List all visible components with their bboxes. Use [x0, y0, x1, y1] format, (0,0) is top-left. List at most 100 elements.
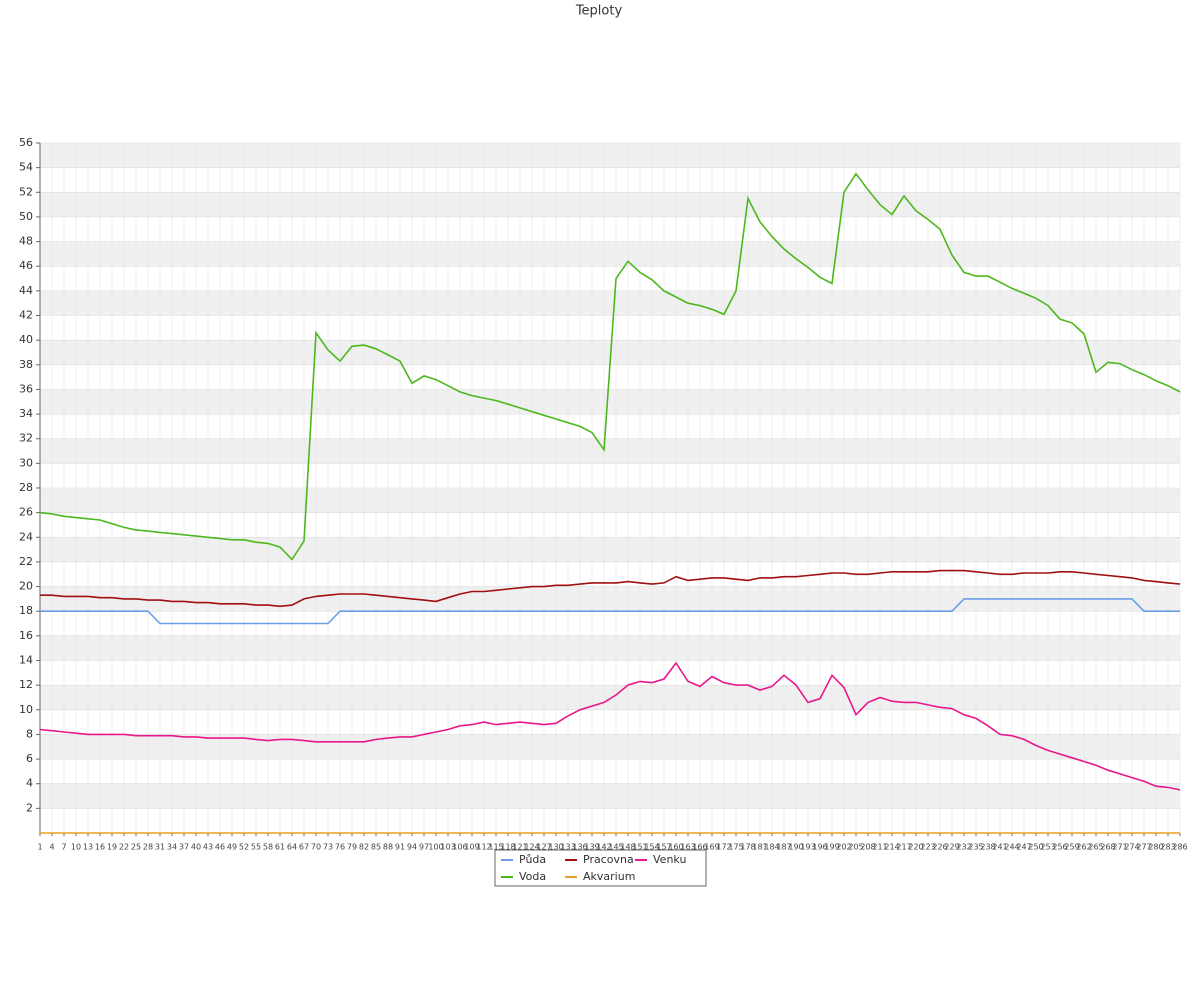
grid-band [40, 438, 1180, 464]
x-tick-label: 115 [488, 843, 503, 852]
y-tick-label: 18 [19, 604, 33, 617]
x-tick-label: 16 [95, 843, 105, 852]
x-tick-label: 25 [131, 843, 141, 852]
x-tick-label: 127 [536, 843, 551, 852]
x-tick-label: 34 [167, 843, 177, 852]
x-tick-label: 85 [371, 843, 381, 852]
legend-label: Akvarium [583, 870, 635, 883]
y-tick-label: 28 [19, 481, 33, 494]
x-tick-label: 244 [1004, 843, 1019, 852]
y-tick-label: 4 [26, 777, 33, 790]
x-tick-label: 142 [596, 843, 611, 852]
grid-band [40, 290, 1180, 316]
y-tick-label: 46 [19, 259, 33, 272]
x-tick-label: 4 [49, 843, 54, 852]
x-tick-label: 178 [740, 843, 755, 852]
x-tick-label: 7 [61, 843, 66, 852]
x-tick-label: 37 [179, 843, 189, 852]
x-tick-label: 232 [956, 843, 971, 852]
x-tick-label: 229 [944, 843, 959, 852]
x-tick-label: 40 [191, 843, 201, 852]
y-tick-label: 12 [19, 678, 33, 691]
x-tick-label: 160 [668, 843, 683, 852]
legend-label: Venku [653, 853, 686, 866]
y-tick-label: 52 [19, 185, 33, 198]
legend-label: Pracovna [583, 853, 634, 866]
x-tick-label: 109 [464, 843, 479, 852]
y-tick-label: 8 [26, 727, 33, 740]
x-tick-label: 22 [119, 843, 129, 852]
series-line [40, 598, 1180, 625]
y-tick-label: 20 [19, 580, 33, 593]
x-tick-label: 283 [1160, 843, 1175, 852]
x-tick-label: 28 [143, 843, 153, 852]
x-tick-label: 121 [512, 843, 527, 852]
x-tick-label: 286 [1172, 843, 1187, 852]
x-tick-label: 88 [383, 843, 393, 852]
grid-band [40, 192, 1180, 217]
y-tick-label: 30 [19, 456, 33, 469]
x-tick-label: 271 [1112, 843, 1127, 852]
x-tick-label: 139 [584, 843, 599, 852]
x-tick-label: 247 [1016, 843, 1031, 852]
legend-label: Půda [519, 853, 546, 866]
y-tick-label: 48 [19, 235, 33, 248]
x-tick-label: 103 [440, 843, 455, 852]
series-line [40, 569, 1181, 608]
x-tick-label: 76 [335, 843, 345, 852]
y-tick-label: 54 [19, 161, 33, 174]
x-tick-label: 214 [884, 843, 899, 852]
x-tick-label: 151 [632, 843, 647, 852]
x-tick-label: 211 [872, 843, 887, 852]
x-tick-label: 184 [764, 843, 779, 852]
x-tick-label: 112 [476, 843, 491, 852]
x-tick-label: 43 [203, 843, 213, 852]
x-tick-label: 145 [608, 843, 623, 852]
x-tick-label: 82 [359, 843, 369, 852]
legend-box [494, 849, 707, 887]
y-tick-label: 22 [19, 555, 33, 568]
x-tick-label: 256 [1052, 843, 1067, 852]
y-tick-label: 6 [26, 752, 33, 765]
x-tick-label: 13 [83, 843, 93, 852]
grid-band [40, 143, 1180, 168]
x-tick-label: 49 [227, 843, 237, 852]
x-tick-label: 10 [71, 843, 81, 852]
y-tick-label: 40 [19, 333, 33, 346]
x-tick-label: 217 [896, 843, 911, 852]
x-tick-label: 205 [848, 843, 863, 852]
x-tick-label: 190 [788, 843, 803, 852]
grid-band [40, 635, 1180, 661]
x-tick-label: 31 [155, 843, 165, 852]
grid-band [40, 783, 1180, 809]
y-tick-label: 14 [19, 654, 33, 667]
x-tick-label: 199 [824, 843, 839, 852]
series-line [39, 661, 1181, 791]
grid-band [40, 241, 1180, 267]
x-tick-label: 94 [407, 843, 417, 852]
x-tick-label: 181 [752, 843, 767, 852]
x-tick-label: 61 [275, 843, 285, 852]
x-tick-label: 136 [572, 843, 587, 852]
chart-title: Teploty [575, 4, 623, 19]
y-tick-label: 56 [19, 136, 33, 149]
x-tick-label: 274 [1124, 843, 1139, 852]
grid-band [40, 685, 1180, 710]
legend: Půda Voda Pracovna Akvarium Venku [494, 849, 707, 887]
x-tick-label: 226 [932, 843, 947, 852]
x-tick-label: 169 [704, 843, 719, 852]
y-tick-label: 38 [19, 358, 33, 371]
x-tick-label: 79 [347, 843, 357, 852]
x-tick-label: 97 [419, 843, 429, 852]
x-tick-label: 202 [836, 843, 851, 852]
y-tick-label: 50 [19, 210, 33, 223]
y-tick-label: 34 [19, 407, 33, 420]
series-line [39, 172, 1181, 561]
x-tick-label: 67 [299, 843, 309, 852]
x-tick-label: 193 [800, 843, 815, 852]
x-tick-label: 220 [908, 843, 923, 852]
y-tick-label: 2 [26, 801, 33, 814]
x-tick-label: 70 [311, 843, 321, 852]
x-tick-label: 265 [1088, 843, 1103, 852]
